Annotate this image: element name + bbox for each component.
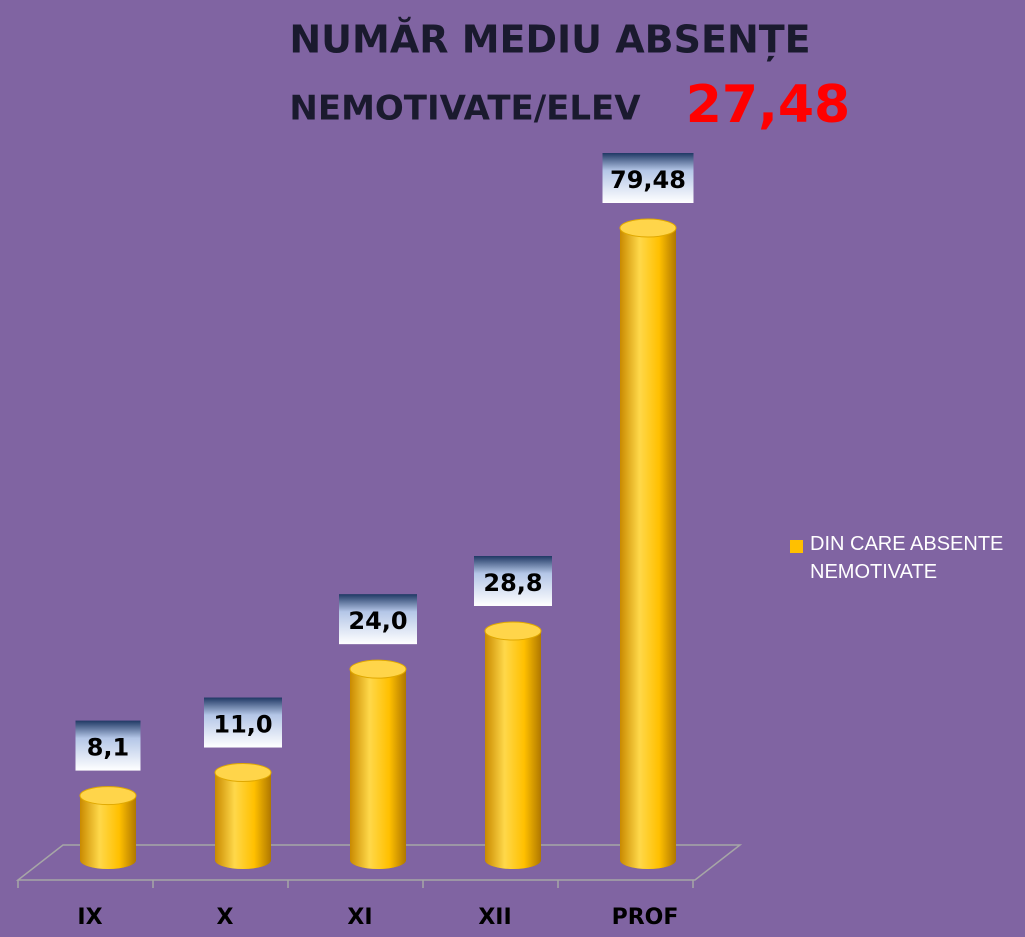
data-label-box — [339, 594, 417, 645]
x-tick-label: IX — [77, 905, 102, 930]
cylinder-top — [484, 621, 542, 641]
data-label: 24,0 — [348, 607, 407, 635]
data-label: 8,1 — [87, 734, 130, 762]
cylinder-top — [79, 786, 137, 806]
legend-swatch — [790, 540, 803, 553]
cylinder-top — [619, 218, 677, 238]
x-tick-label: XI — [347, 905, 372, 930]
x-tick-label: PROF — [612, 905, 679, 930]
cylinder-bottom — [620, 851, 676, 869]
cylinder-bottom — [80, 851, 136, 869]
x-tick-label: X — [217, 905, 234, 930]
bar — [485, 630, 541, 860]
annotation: 27,48 — [686, 75, 850, 135]
bar — [80, 795, 136, 860]
cylinder-bottom — [215, 851, 271, 869]
data-label-box — [75, 720, 141, 771]
chart-title: NUMĂR MEDIU ABSENȚE — [289, 18, 810, 62]
x-tick-label: XII — [478, 905, 511, 930]
data-label: 11,0 — [213, 711, 272, 739]
cylinder-top — [349, 659, 407, 679]
data-label-box — [474, 555, 552, 606]
cylinder-bottom — [350, 851, 406, 869]
data-label: 28,8 — [483, 569, 542, 597]
bar — [350, 669, 406, 860]
cylinder-top — [214, 763, 272, 783]
data-label-box — [602, 153, 694, 203]
bar — [620, 228, 676, 860]
chart-title: NEMOTIVATE/ELEV — [289, 89, 641, 129]
legend: DIN CARE ABSENTE NEMOTIVATE — [790, 530, 1025, 586]
data-label-box — [204, 697, 282, 748]
cylinder-bottom — [485, 851, 541, 869]
floor — [15, 844, 743, 881]
data-label: 79,48 — [610, 166, 686, 194]
legend-label: DIN CARE ABSENTE NEMOTIVATE — [810, 533, 1004, 583]
bar — [215, 772, 271, 860]
